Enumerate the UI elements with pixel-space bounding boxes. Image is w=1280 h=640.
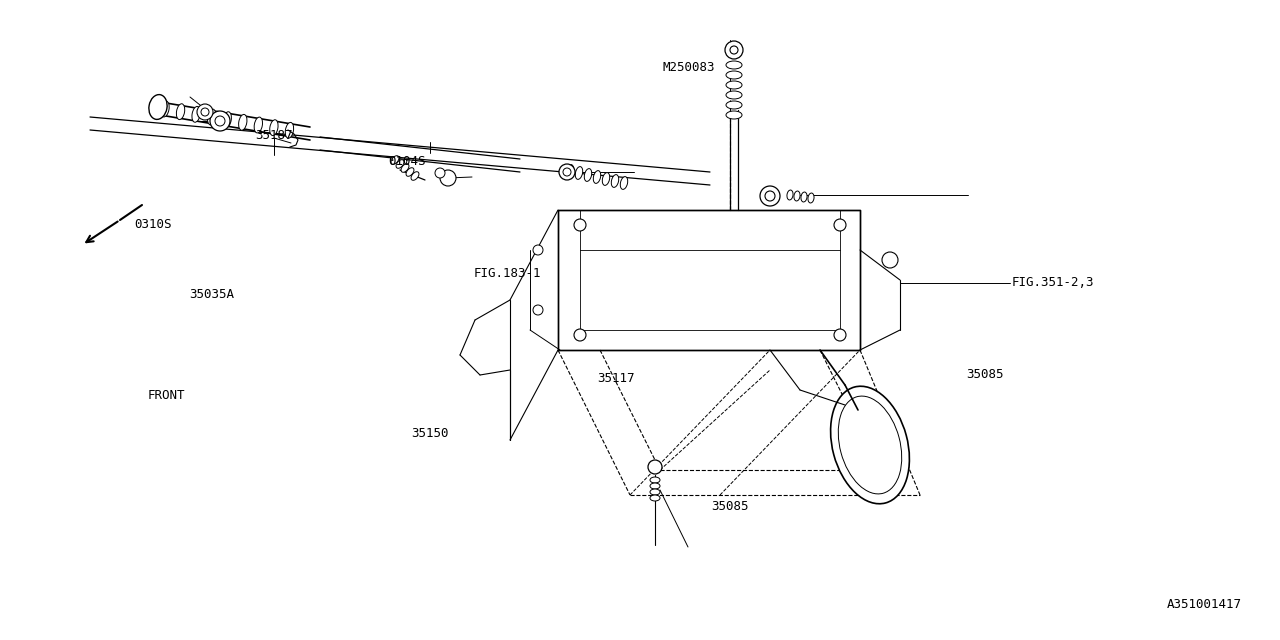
Circle shape	[573, 329, 586, 341]
Ellipse shape	[207, 109, 216, 125]
Ellipse shape	[192, 106, 200, 122]
Ellipse shape	[401, 164, 408, 172]
Text: FIG.351-2,3: FIG.351-2,3	[1011, 276, 1093, 289]
Text: 35085: 35085	[966, 368, 1004, 381]
Ellipse shape	[238, 115, 247, 131]
Circle shape	[532, 245, 543, 255]
Ellipse shape	[650, 483, 660, 489]
Ellipse shape	[566, 164, 573, 177]
Circle shape	[765, 191, 774, 201]
Ellipse shape	[831, 386, 909, 504]
Circle shape	[215, 116, 225, 126]
Circle shape	[532, 305, 543, 315]
Ellipse shape	[726, 81, 742, 89]
Circle shape	[724, 41, 742, 59]
Ellipse shape	[411, 172, 419, 180]
Text: A351001417: A351001417	[1166, 598, 1242, 611]
Ellipse shape	[396, 160, 404, 168]
Circle shape	[440, 170, 456, 186]
Ellipse shape	[223, 112, 232, 127]
Circle shape	[197, 104, 212, 120]
Circle shape	[573, 219, 586, 231]
Ellipse shape	[726, 91, 742, 99]
Text: 35117: 35117	[598, 372, 635, 385]
Ellipse shape	[594, 171, 600, 184]
Ellipse shape	[838, 396, 901, 494]
Polygon shape	[558, 210, 860, 350]
Circle shape	[882, 252, 899, 268]
Ellipse shape	[392, 156, 399, 164]
Text: 35187: 35187	[255, 129, 293, 142]
Ellipse shape	[726, 111, 742, 119]
Text: 35150: 35150	[411, 427, 449, 440]
Circle shape	[435, 168, 445, 178]
Ellipse shape	[177, 104, 184, 120]
Ellipse shape	[801, 192, 808, 202]
FancyArrowPatch shape	[86, 221, 118, 242]
Text: 0104S: 0104S	[388, 155, 426, 168]
Ellipse shape	[255, 117, 262, 133]
Ellipse shape	[603, 173, 609, 186]
Ellipse shape	[148, 95, 168, 120]
Circle shape	[201, 108, 209, 116]
Ellipse shape	[787, 190, 794, 200]
Circle shape	[730, 46, 739, 54]
Circle shape	[835, 329, 846, 341]
Ellipse shape	[650, 477, 660, 483]
Ellipse shape	[270, 120, 278, 136]
Ellipse shape	[285, 122, 293, 138]
Circle shape	[559, 164, 575, 180]
Text: 0310S: 0310S	[134, 218, 172, 230]
Circle shape	[563, 168, 571, 176]
Circle shape	[835, 219, 846, 231]
Ellipse shape	[584, 168, 591, 181]
Circle shape	[648, 460, 662, 474]
Text: FIG.183-1: FIG.183-1	[474, 268, 541, 280]
Ellipse shape	[406, 168, 413, 176]
Circle shape	[760, 186, 780, 206]
Text: FRONT: FRONT	[147, 389, 184, 402]
Text: M250083: M250083	[662, 61, 716, 74]
Ellipse shape	[575, 166, 582, 179]
Ellipse shape	[794, 191, 800, 201]
Ellipse shape	[726, 71, 742, 79]
Ellipse shape	[726, 101, 742, 109]
Ellipse shape	[612, 175, 618, 188]
Circle shape	[210, 111, 230, 131]
Ellipse shape	[650, 495, 660, 501]
Ellipse shape	[161, 101, 169, 117]
Ellipse shape	[808, 193, 814, 203]
Ellipse shape	[650, 489, 660, 495]
Ellipse shape	[726, 61, 742, 69]
Ellipse shape	[621, 177, 627, 189]
Text: 35035A: 35035A	[189, 288, 234, 301]
Text: 35085: 35085	[710, 500, 749, 513]
